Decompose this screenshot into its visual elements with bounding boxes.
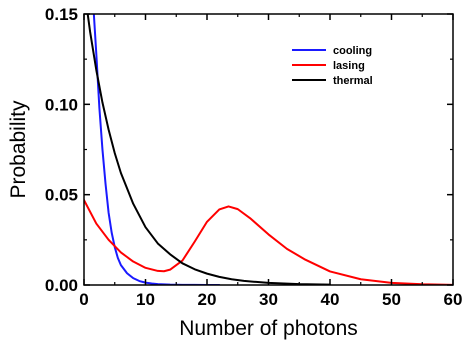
legend: cooling lasing thermal (292, 45, 373, 87)
legend-label: thermal (333, 75, 373, 87)
plot-curves (84, 14, 453, 285)
series-line-lasing (84, 199, 453, 285)
legend-label: lasing (333, 60, 365, 72)
x-tick-label: 30 (259, 290, 278, 309)
x-axis-label: Number of photons (179, 317, 358, 340)
axis-ticks (83, 13, 454, 286)
plot-frame (83, 13, 454, 286)
y-tick-label: 0.10 (45, 95, 78, 114)
x-tick-label: 40 (321, 290, 340, 309)
x-tick-label: 10 (136, 290, 155, 309)
x-tick-label: 60 (444, 290, 463, 309)
y-tick-label: 0.15 (45, 5, 78, 24)
x-tick-label: 20 (198, 290, 217, 309)
legend-item-thermal: thermal (292, 75, 373, 87)
x-tick-label: 0 (79, 290, 88, 309)
y-tick-label: 0.00 (45, 276, 78, 295)
x-tick-label: 50 (382, 290, 401, 309)
legend-label: cooling (333, 45, 372, 57)
axis-tick-labels: 0 10 20 30 40 50 60 0.00 0.05 0.10 0.15 (45, 5, 463, 309)
legend-item-cooling: cooling (292, 45, 372, 57)
legend-item-lasing: lasing (292, 60, 365, 72)
series-line-thermal (86, 14, 331, 285)
y-axis-label: Probability (7, 100, 30, 199)
y-tick-label: 0.05 (45, 186, 78, 205)
